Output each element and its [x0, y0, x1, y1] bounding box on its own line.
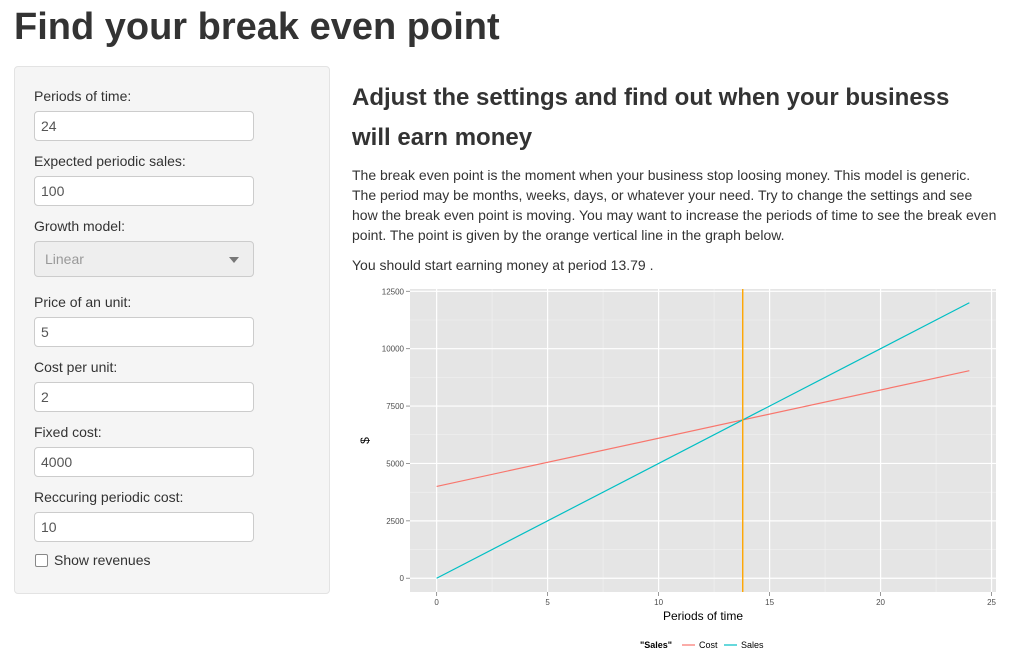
growth-model-select[interactable]: Linear: [34, 241, 254, 277]
legend-label-sales: Sales: [741, 640, 764, 650]
growth-model-value: Linear: [45, 251, 84, 267]
cost-per-unit-input[interactable]: [34, 382, 254, 412]
chevron-down-icon: [229, 257, 239, 263]
fixed-cost-label: Fixed cost:: [34, 424, 102, 440]
show-revenues-checkbox[interactable]: [35, 554, 48, 567]
y-tick-label: 0: [400, 574, 405, 583]
x-tick-label: 0: [434, 598, 439, 607]
price-label: Price of an unit:: [34, 294, 132, 310]
y-axis-label: $: [358, 437, 372, 444]
break-even-chart: 0 2500 5000 7500 10000 12500 0 5 10 15 20 25 Perio…: [358, 287, 997, 650]
x-axis-label: Periods of time: [663, 609, 743, 623]
y-tick-label: 10000: [382, 345, 405, 354]
cost-per-unit-label: Cost per unit:: [34, 359, 118, 375]
sales-label: Expected periodic sales:: [34, 153, 186, 169]
y-tick-label: 2500: [386, 517, 404, 526]
y-tick-label: 7500: [386, 402, 404, 411]
x-tick-label: 20: [876, 598, 885, 607]
break-even-result: You should start earning money at period…: [352, 257, 654, 273]
periods-label: Periods of time:: [34, 88, 132, 104]
price-input[interactable]: [34, 317, 254, 347]
x-tick-label: 10: [654, 598, 663, 607]
series-line-sales: [436, 302, 970, 579]
page-title: Find your break even point: [14, 6, 500, 48]
x-tick-label: 25: [987, 598, 996, 607]
recurring-cost-label: Reccuring periodic cost:: [34, 489, 184, 505]
series-line-cost: [436, 370, 970, 487]
show-revenues-label: Show revenues: [54, 552, 151, 568]
x-tick-label: 15: [765, 598, 774, 607]
y-tick-label: 5000: [386, 459, 404, 468]
periods-input[interactable]: [34, 111, 254, 141]
y-tick-label: 12500: [382, 287, 405, 296]
description-text: The break even point is the moment when …: [352, 167, 997, 243]
settings-panel: Periods of time: Expected periodic sales…: [14, 66, 330, 594]
section-heading: Adjust the settings and find out when yo…: [352, 84, 950, 151]
legend-title: "Sales": [640, 640, 672, 650]
legend-label-cost: Cost: [699, 640, 718, 650]
recurring-cost-input[interactable]: [34, 512, 254, 542]
x-tick-label: 5: [545, 598, 550, 607]
growth-model-label: Growth model:: [34, 218, 126, 234]
chart-legend: "Sales" Cost Sales: [640, 640, 764, 650]
sales-input[interactable]: [34, 176, 254, 206]
fixed-cost-input[interactable]: [34, 447, 254, 477]
